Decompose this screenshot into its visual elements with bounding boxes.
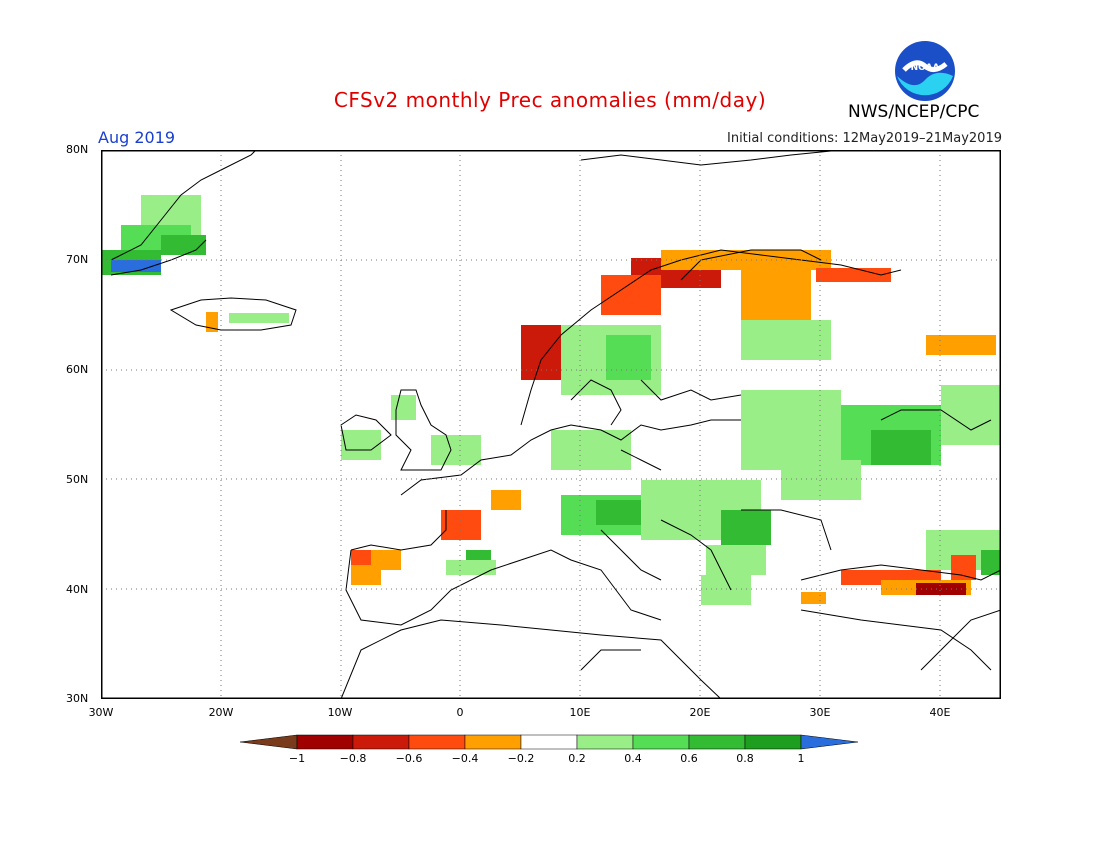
lat-label-30n: 30N <box>66 692 89 705</box>
colorbar-swatch <box>576 734 634 750</box>
colorbar-arrow-high <box>800 734 859 750</box>
lon-label-20w: 20W <box>208 706 234 719</box>
lat-label-80n: 80N <box>66 143 89 156</box>
map-frame <box>101 150 1001 699</box>
colorbar-swatch <box>296 734 354 750</box>
colorbar-tick: −0.8 <box>340 752 367 765</box>
colorbar-swatch <box>688 734 746 750</box>
colorbar-tick: 1 <box>798 752 805 765</box>
noaa-logo: NOAA <box>894 40 956 102</box>
lat-label-60n: 60N <box>66 363 89 376</box>
colorbar-swatch <box>408 734 466 750</box>
lon-label-40e: 40E <box>929 706 951 719</box>
initial-conditions: Initial conditions: 12May2019–21May2019 <box>727 131 1002 146</box>
lat-label-70n: 70N <box>66 253 89 266</box>
colorbar-tick: 0.8 <box>736 752 754 765</box>
lat-label-40n: 40N <box>66 583 89 596</box>
lon-label-0: 0 <box>456 706 464 719</box>
colorbar-arrow-low <box>239 734 298 750</box>
colorbar-tick: 0.2 <box>568 752 586 765</box>
colorbar-tick: −1 <box>289 752 305 765</box>
forecast-month: Aug 2019 <box>98 128 176 147</box>
colorbar-swatch <box>520 734 578 750</box>
anomaly-map <box>101 150 1001 699</box>
lon-label-30w: 30W <box>88 706 114 719</box>
gridlines <box>101 150 1001 699</box>
logo-text: NOAA <box>911 63 940 73</box>
colorbar-swatch <box>632 734 690 750</box>
lat-label-50n: 50N <box>66 473 89 486</box>
colorbar-tick: 0.6 <box>680 752 698 765</box>
lon-label-10w: 10W <box>327 706 353 719</box>
agency-label: NWS/NCEP/CPC <box>848 102 980 122</box>
colorbar-swatch <box>744 734 802 750</box>
colorbar-tick: −0.4 <box>452 752 479 765</box>
colorbar-swatch <box>352 734 410 750</box>
colorbar-swatch <box>464 734 522 750</box>
coastlines <box>110 150 1001 699</box>
lon-label-20e: 20E <box>689 706 711 719</box>
lon-label-10e: 10E <box>569 706 591 719</box>
colorbar-tick: −0.2 <box>508 752 535 765</box>
colorbar-tick: −0.6 <box>396 752 423 765</box>
anomaly-shading <box>101 195 1001 605</box>
colorbar-tick: 0.4 <box>624 752 642 765</box>
lon-label-30e: 30E <box>809 706 831 719</box>
map-title: CFSv2 monthly Prec anomalies (mm/day) <box>333 88 767 112</box>
